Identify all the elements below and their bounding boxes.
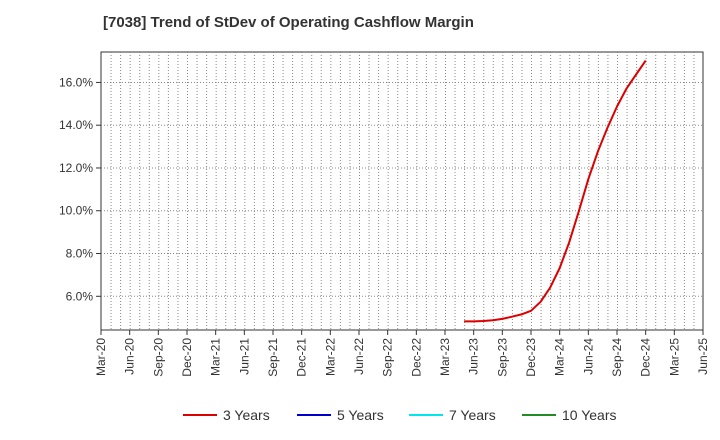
x-tick-label: Dec-24: [639, 338, 653, 377]
y-axis: 6.0% 8.0% 10.0% 12.0% 14.0% 16.0%: [59, 75, 101, 303]
legend-label: 10 Years: [562, 407, 617, 423]
legend-label: 3 Years: [223, 407, 270, 423]
legend-item: 7 Years: [409, 404, 496, 426]
legend-swatch: [409, 414, 443, 416]
x-axis: Mar-20 Jun-20 Sep-20 Dec-20 Mar-21 Jun-21 Sep-…: [94, 330, 710, 377]
series-line: [464, 60, 647, 323]
x-tick-label: Jun-23: [467, 338, 481, 375]
x-tick-label: Dec-21: [295, 338, 309, 377]
chart-title: [7038] Trend of StDev of Operating Cashf…: [103, 14, 474, 31]
legend-label: 7 Years: [449, 407, 496, 423]
x-tick-label: Sep-22: [381, 338, 395, 377]
legend-item: 10 Years: [522, 404, 617, 426]
legend-swatch: [297, 414, 331, 416]
y-tick-label: 8.0%: [66, 247, 94, 261]
x-tick-label: Mar-22: [323, 338, 337, 376]
x-tick-label: Sep-20: [151, 338, 165, 377]
y-tick-label: 16.0%: [59, 75, 93, 89]
x-tick-label: Sep-21: [266, 338, 280, 377]
x-tick-label: Mar-23: [438, 338, 452, 376]
x-tick-label: Jun-21: [237, 338, 251, 375]
legend-swatch: [183, 414, 217, 416]
x-tick-label: Sep-24: [610, 338, 624, 377]
plot-area: [100, 51, 704, 331]
x-tick-label: Jun-22: [352, 338, 366, 375]
legend-item: 3 Years: [183, 404, 270, 426]
x-tick-label: Jun-25: [696, 338, 710, 375]
grid-lines: [101, 52, 703, 330]
series-lines: [464, 60, 647, 323]
y-tick-label: 6.0%: [66, 289, 94, 303]
x-tick-label: Sep-23: [495, 338, 509, 377]
x-tick-label: Mar-25: [667, 338, 681, 376]
x-tick-label: Mar-24: [553, 338, 567, 376]
y-tick-label: 14.0%: [59, 118, 93, 132]
y-tick-label: 10.0%: [59, 204, 93, 218]
legend-swatch: [522, 414, 556, 416]
legend-label: 5 Years: [337, 407, 384, 423]
y-tick-label: 12.0%: [59, 161, 93, 175]
x-tick-label: Dec-22: [409, 338, 423, 377]
x-tick-label: Mar-21: [209, 338, 223, 376]
x-tick-label: Mar-20: [94, 338, 108, 376]
x-tick-label: Jun-24: [581, 338, 595, 375]
x-tick-label: Jun-20: [123, 338, 137, 375]
x-tick-label: Dec-20: [180, 338, 194, 377]
x-tick-label: Dec-23: [524, 338, 538, 377]
chart-plot: 6.0% 8.0% 10.0% 12.0% 14.0% 16.0% Mar-20 Jun-2…: [59, 51, 710, 377]
legend: 3 Years 5 Years 7 Years 10 Years: [0, 404, 720, 428]
legend-item: 5 Years: [297, 404, 384, 426]
